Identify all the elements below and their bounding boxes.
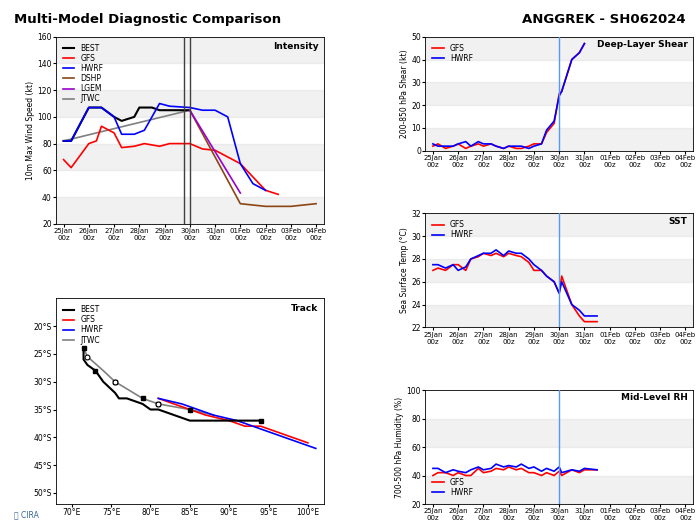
Legend: GFS, HWRF: GFS, HWRF — [429, 40, 476, 66]
Text: Track: Track — [291, 304, 318, 313]
Bar — [56, 37, 323, 64]
Bar — [56, 144, 323, 170]
Text: SST: SST — [668, 217, 687, 226]
Legend: GFS, HWRF: GFS, HWRF — [429, 217, 476, 243]
Text: Deep-Layer Shear: Deep-Layer Shear — [597, 40, 687, 49]
Text: Multi-Model Diagnostic Comparison: Multi-Model Diagnostic Comparison — [14, 13, 281, 26]
Y-axis label: 700-500 hPa Humidity (%): 700-500 hPa Humidity (%) — [395, 396, 404, 498]
Bar — [426, 213, 693, 236]
Bar — [426, 476, 693, 504]
Bar — [426, 304, 693, 328]
Text: Mid-Level RH: Mid-Level RH — [621, 393, 687, 403]
Legend: BEST, GFS, HWRF, JTWC: BEST, GFS, HWRF, JTWC — [60, 302, 106, 348]
Bar — [426, 418, 693, 447]
Bar — [426, 37, 693, 59]
Bar — [56, 197, 323, 224]
Y-axis label: 200-850 hPa Shear (kt): 200-850 hPa Shear (kt) — [400, 49, 409, 138]
Bar — [426, 259, 693, 282]
Text: ANGGREK - SH062024: ANGGREK - SH062024 — [522, 13, 686, 26]
Bar — [56, 90, 323, 117]
Text: Ⓝ CIRA: Ⓝ CIRA — [14, 511, 39, 520]
Legend: GFS, HWRF: GFS, HWRF — [429, 475, 476, 500]
Text: Intensity: Intensity — [273, 43, 318, 51]
Y-axis label: 10m Max Wind Speed (kt): 10m Max Wind Speed (kt) — [26, 81, 34, 180]
Bar — [426, 82, 693, 105]
Legend: BEST, GFS, HWRF, DSHP, LGEM, JTWC: BEST, GFS, HWRF, DSHP, LGEM, JTWC — [60, 40, 106, 107]
Y-axis label: Sea Surface Temp (°C): Sea Surface Temp (°C) — [400, 227, 409, 313]
Bar — [426, 128, 693, 151]
